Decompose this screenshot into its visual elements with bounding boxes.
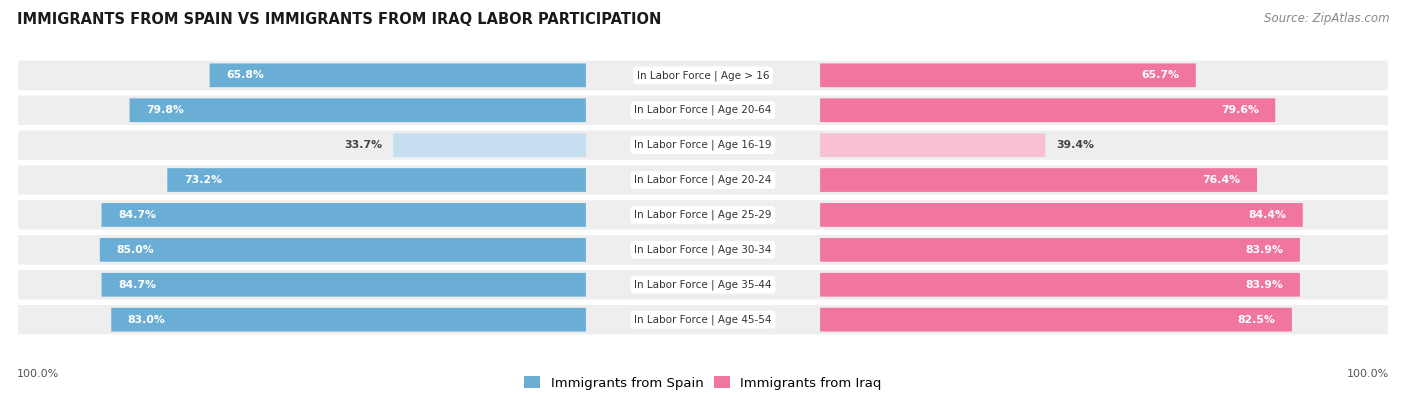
Text: 100.0%: 100.0% [1347, 369, 1389, 379]
FancyBboxPatch shape [18, 235, 1388, 265]
Text: 39.4%: 39.4% [1056, 140, 1094, 150]
Text: In Labor Force | Age 45-54: In Labor Force | Age 45-54 [634, 314, 772, 325]
Text: 84.7%: 84.7% [118, 280, 156, 290]
Text: 83.0%: 83.0% [128, 315, 166, 325]
Text: 84.7%: 84.7% [118, 210, 156, 220]
Text: In Labor Force | Age > 16: In Labor Force | Age > 16 [637, 70, 769, 81]
Text: In Labor Force | Age 25-29: In Labor Force | Age 25-29 [634, 210, 772, 220]
Text: 73.2%: 73.2% [184, 175, 222, 185]
FancyBboxPatch shape [101, 203, 586, 227]
Text: 79.8%: 79.8% [146, 105, 184, 115]
FancyBboxPatch shape [820, 64, 1197, 87]
Text: 83.9%: 83.9% [1246, 280, 1284, 290]
Text: 65.8%: 65.8% [226, 70, 264, 80]
Legend: Immigrants from Spain, Immigrants from Iraq: Immigrants from Spain, Immigrants from I… [519, 371, 887, 395]
Text: 79.6%: 79.6% [1220, 105, 1258, 115]
FancyBboxPatch shape [820, 273, 1301, 297]
FancyBboxPatch shape [167, 168, 586, 192]
Text: 76.4%: 76.4% [1202, 175, 1240, 185]
Text: 65.7%: 65.7% [1142, 70, 1180, 80]
FancyBboxPatch shape [820, 168, 1257, 192]
FancyBboxPatch shape [820, 203, 1303, 227]
FancyBboxPatch shape [18, 96, 1388, 125]
Text: In Labor Force | Age 30-34: In Labor Force | Age 30-34 [634, 245, 772, 255]
FancyBboxPatch shape [394, 133, 586, 157]
Text: 84.4%: 84.4% [1249, 210, 1286, 220]
FancyBboxPatch shape [18, 305, 1388, 334]
FancyBboxPatch shape [100, 238, 586, 262]
Text: 100.0%: 100.0% [17, 369, 59, 379]
FancyBboxPatch shape [820, 98, 1275, 122]
FancyBboxPatch shape [101, 273, 586, 297]
Text: Source: ZipAtlas.com: Source: ZipAtlas.com [1264, 12, 1389, 25]
Text: IMMIGRANTS FROM SPAIN VS IMMIGRANTS FROM IRAQ LABOR PARTICIPATION: IMMIGRANTS FROM SPAIN VS IMMIGRANTS FROM… [17, 12, 661, 27]
FancyBboxPatch shape [820, 133, 1046, 157]
Text: 33.7%: 33.7% [344, 140, 382, 150]
FancyBboxPatch shape [820, 308, 1292, 331]
Text: In Labor Force | Age 20-24: In Labor Force | Age 20-24 [634, 175, 772, 185]
FancyBboxPatch shape [18, 130, 1388, 160]
Text: In Labor Force | Age 16-19: In Labor Force | Age 16-19 [634, 140, 772, 150]
Text: In Labor Force | Age 20-64: In Labor Force | Age 20-64 [634, 105, 772, 115]
FancyBboxPatch shape [18, 166, 1388, 195]
FancyBboxPatch shape [18, 270, 1388, 299]
FancyBboxPatch shape [18, 61, 1388, 90]
FancyBboxPatch shape [820, 238, 1301, 262]
FancyBboxPatch shape [18, 200, 1388, 229]
Text: 85.0%: 85.0% [117, 245, 155, 255]
Text: In Labor Force | Age 35-44: In Labor Force | Age 35-44 [634, 280, 772, 290]
FancyBboxPatch shape [209, 64, 586, 87]
FancyBboxPatch shape [111, 308, 586, 331]
FancyBboxPatch shape [129, 98, 586, 122]
Text: 83.9%: 83.9% [1246, 245, 1284, 255]
Text: 82.5%: 82.5% [1237, 315, 1275, 325]
